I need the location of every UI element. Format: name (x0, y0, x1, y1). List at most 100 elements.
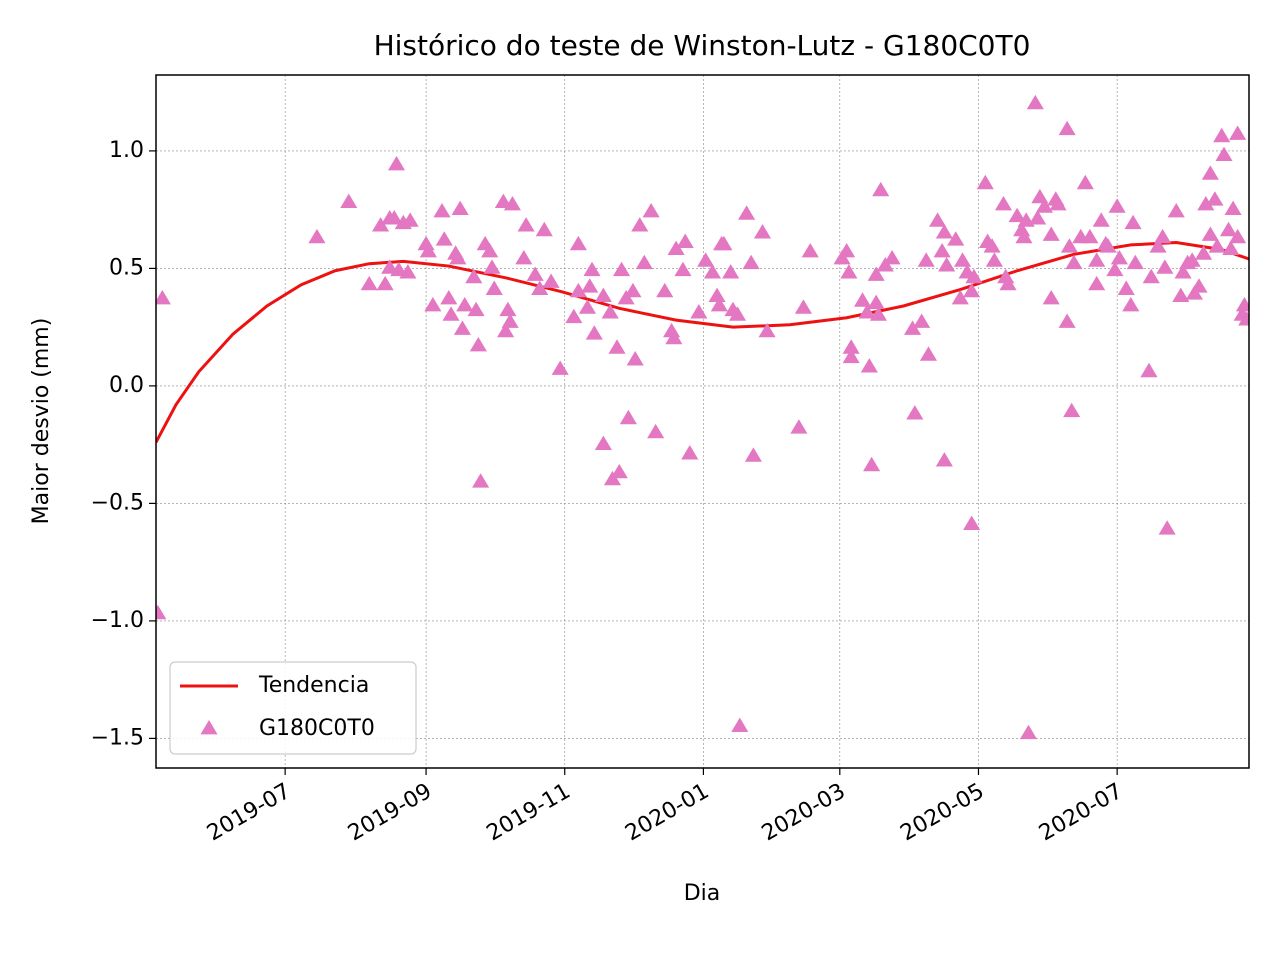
data-point (838, 242, 856, 258)
data-point (472, 473, 490, 488)
data-point (1190, 278, 1208, 293)
data-point (1026, 94, 1044, 110)
data-point (708, 287, 726, 303)
data-point (954, 252, 972, 267)
data-point (863, 456, 881, 472)
data-point (569, 282, 587, 298)
data-point (499, 301, 517, 317)
legend-label: G180C0T0 (259, 716, 375, 741)
data-point (935, 452, 953, 467)
data-point (1076, 174, 1094, 190)
data-point (1106, 261, 1124, 277)
data-point (753, 224, 772, 239)
data-point (485, 280, 503, 295)
plot-frame (155, 74, 1250, 769)
data-point (1142, 268, 1160, 284)
data-point (583, 261, 601, 277)
data-point (1049, 195, 1067, 211)
y-axis-label: Maior desvio (mm) (29, 318, 54, 525)
data-point (1065, 254, 1083, 270)
data-point (790, 419, 808, 434)
data-point (853, 292, 872, 307)
data-point (1172, 287, 1190, 303)
data-point (372, 217, 390, 232)
data-point (1238, 311, 1249, 326)
data-point (1058, 120, 1076, 136)
data-point (1229, 228, 1247, 244)
y-tick-label: −0.5 (91, 490, 144, 515)
data-point (449, 250, 467, 265)
chart-title: Histórico do teste de Winston-Lutz - G18… (374, 29, 1031, 62)
data-point (1110, 250, 1128, 265)
data-point (642, 203, 660, 218)
data-point (456, 297, 474, 312)
data-point (703, 264, 722, 279)
data-point (1197, 195, 1215, 211)
data-point (883, 250, 901, 265)
data-point (497, 322, 515, 338)
data-point (1194, 245, 1213, 260)
data-point (738, 205, 756, 220)
data-point (565, 308, 583, 324)
data-point (517, 217, 535, 232)
data-point (619, 409, 637, 425)
data-point (594, 287, 612, 303)
data-point (667, 240, 685, 256)
data-point (624, 282, 642, 298)
data-point (440, 289, 458, 305)
data-point (842, 348, 860, 364)
data-point (340, 193, 358, 209)
data-point (1149, 238, 1167, 253)
data-point (1058, 313, 1076, 328)
data-point (744, 447, 762, 462)
data-point (933, 242, 951, 258)
data-point (758, 322, 776, 338)
data-point (469, 336, 487, 352)
data-point (1063, 402, 1081, 418)
data-point (872, 181, 890, 197)
data-point (656, 282, 674, 298)
data-point (1213, 127, 1231, 143)
data-point (1219, 221, 1238, 237)
data-point (453, 320, 471, 335)
data-point (722, 264, 740, 279)
data-point (308, 228, 326, 244)
data-point (535, 221, 553, 237)
data-point (594, 435, 612, 451)
data-point (728, 306, 747, 321)
data-point (613, 261, 631, 277)
data-point (1029, 210, 1047, 225)
data-point (1224, 200, 1242, 216)
data-point (601, 304, 619, 319)
data-point (1183, 252, 1201, 267)
data-point (1235, 297, 1249, 312)
data-point (906, 405, 924, 420)
data-point (1124, 214, 1142, 230)
data-point (1008, 207, 1026, 223)
data-point (697, 252, 715, 267)
data-point (715, 235, 733, 251)
data-point (631, 217, 649, 232)
data-point (551, 360, 569, 375)
data-point (1156, 259, 1174, 274)
data-point (963, 515, 981, 530)
legend-swatch (200, 720, 218, 735)
data-point (947, 231, 965, 246)
legend-label: Tendencia (258, 673, 369, 698)
data-point (794, 299, 812, 314)
data-point (919, 346, 938, 361)
data-point (858, 304, 876, 319)
data-point (1174, 264, 1192, 279)
data-point (690, 304, 708, 319)
data-point (385, 210, 403, 225)
data-point (515, 250, 533, 265)
data-point (465, 268, 483, 284)
data-point (742, 254, 760, 270)
data-point (1222, 240, 1240, 256)
data-point (1201, 165, 1219, 180)
data-point (676, 233, 694, 248)
data-point (1088, 252, 1106, 267)
data-point (585, 325, 603, 340)
